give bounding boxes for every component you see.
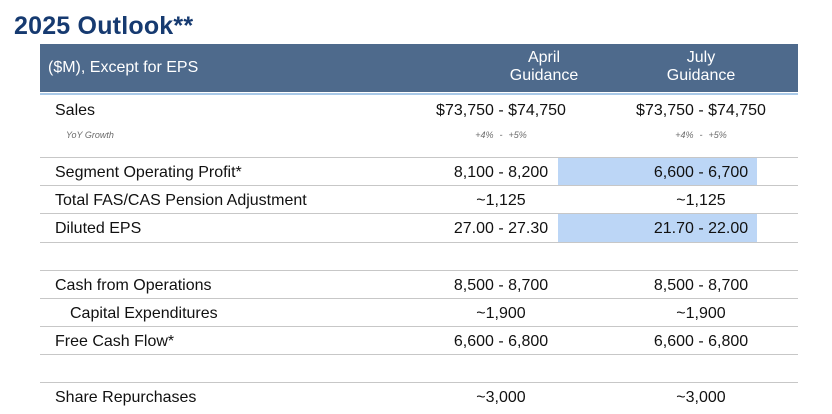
header-april-line1: April (527, 49, 560, 66)
april-value: ~1,900 (476, 305, 526, 322)
row-divider (40, 213, 798, 214)
table-header: ($M), Except for EPS April Guidance July… (40, 44, 798, 92)
table-row-share-repurchases: Share Repurchases ~3,000 ~3,000 (40, 389, 798, 409)
header-divider (40, 93, 798, 95)
table-row-segment-operating-profit: Segment Operating Profit* 8,100 - 8,200 … (40, 164, 798, 184)
april-value: +4% - +5% (475, 130, 527, 140)
row-divider (40, 326, 798, 327)
row-label: YoY Growth (66, 130, 114, 140)
row-label: Segment Operating Profit* (55, 164, 242, 181)
july-value: 21.70 - 22.00 (653, 220, 749, 237)
page-title: 2025 Outlook** (14, 12, 194, 40)
row-divider (40, 382, 798, 383)
row-divider (40, 270, 798, 271)
row-divider (40, 185, 798, 186)
table-row-free-cash-flow: Free Cash Flow* 6,600 - 6,800 6,600 - 6,… (40, 333, 798, 353)
april-value: 27.00 - 27.30 (453, 220, 549, 237)
header-july-guidance: July Guidance (601, 49, 801, 85)
april-value: ~3,000 (476, 389, 526, 406)
april-value: ~1,125 (476, 192, 526, 209)
july-value: +4% - +5% (675, 130, 727, 140)
row-label: Diluted EPS (55, 220, 142, 237)
header-july-line1: July (686, 49, 716, 66)
table-row-capital-expenditures: Capital Expenditures ~1,900 ~1,900 (40, 305, 798, 325)
header-april-line2: Guidance (509, 67, 579, 84)
row-divider (40, 298, 798, 299)
july-value: ~1,125 (676, 192, 726, 209)
table-row-fas-cas-pension: Total FAS/CAS Pension Adjustment ~1,125 … (40, 192, 798, 212)
row-divider (40, 242, 798, 243)
table-row-sales: Sales $73,750 - $74,750 $73,750 - $74,75… (40, 102, 798, 122)
july-value: ~3,000 (676, 389, 726, 406)
row-label: Free Cash Flow* (55, 333, 175, 350)
row-divider (40, 354, 798, 355)
row-label: Capital Expenditures (70, 305, 218, 322)
july-value: $73,750 - $74,750 (636, 102, 766, 119)
table-row-cash-from-operations: Cash from Operations 8,500 - 8,700 8,500… (40, 277, 798, 297)
highlight-cell (558, 214, 757, 242)
row-divider (40, 157, 798, 158)
july-value: 6,600 - 6,700 (653, 164, 749, 181)
april-value: 8,500 - 8,700 (453, 277, 549, 294)
header-april-guidance: April Guidance (444, 49, 644, 85)
july-value: ~1,900 (676, 305, 726, 322)
april-value: 6,600 - 6,800 (453, 333, 549, 350)
table-row-yoy-growth: YoY Growth +4% - +5% +4% - +5% (40, 130, 798, 142)
table-row-diluted-eps: Diluted EPS 27.00 - 27.30 21.70 - 22.00 (40, 220, 798, 240)
april-value: 8,100 - 8,200 (453, 164, 549, 181)
header-label: ($M), Except for EPS (48, 59, 199, 76)
july-value: 8,500 - 8,700 (653, 277, 749, 294)
row-label: Total FAS/CAS Pension Adjustment (55, 192, 307, 209)
row-label: Sales (55, 102, 96, 119)
highlight-cell (558, 158, 757, 185)
header-july-line2: Guidance (666, 67, 736, 84)
row-label: Share Repurchases (55, 389, 197, 406)
row-label: Cash from Operations (55, 277, 212, 294)
july-value: 6,600 - 6,800 (653, 333, 749, 350)
april-value: $73,750 - $74,750 (436, 102, 566, 119)
